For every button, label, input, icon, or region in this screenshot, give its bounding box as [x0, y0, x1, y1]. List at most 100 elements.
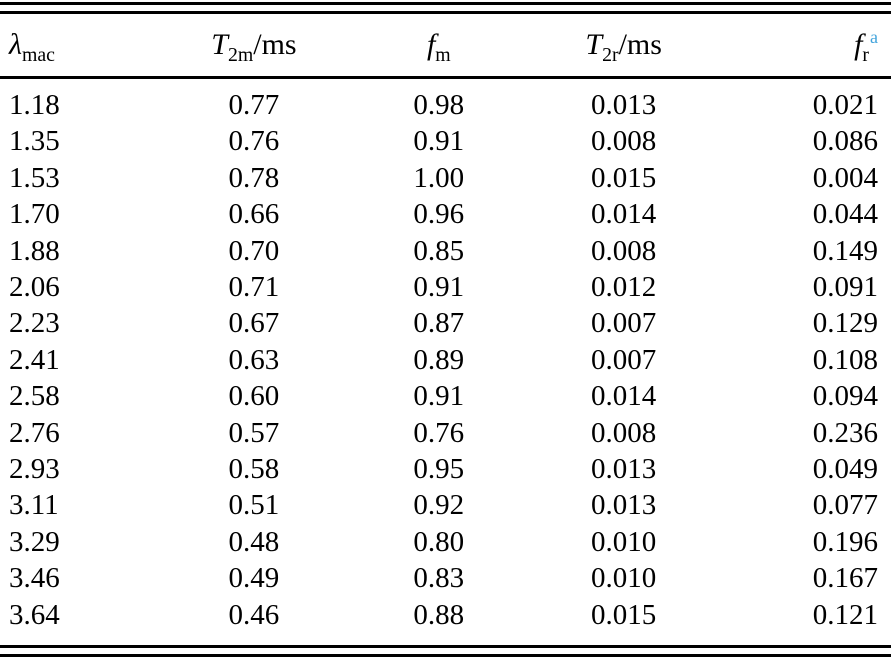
cell-fm: 0.91	[413, 125, 465, 158]
cell-lambda-mac: 1.88	[9, 234, 60, 267]
table-row: 1.70 0.66 0.96 0.014 0.044	[0, 196, 891, 232]
cell-t2r-ms: 0.014	[591, 380, 657, 413]
data-table: λmac T2m/ms fm T2r/ms fra 1.18 0.77 0.98 0.013 0…	[0, 14, 891, 645]
header-unit: /ms	[618, 28, 662, 61]
cell-lambda-mac: 1.18	[9, 89, 60, 121]
col-header-t2r-ms: T2r/ms	[530, 14, 718, 79]
cell-t2r-ms: 0.008	[591, 234, 657, 267]
header-variable-symbol: λ	[9, 28, 22, 61]
cell-t2m-ms: 0.58	[228, 453, 280, 486]
cell-lambda-mac: 1.35	[9, 125, 60, 158]
cell-fr: 0.236	[812, 416, 878, 449]
cell-fr: 0.129	[812, 307, 878, 340]
cell-lambda-mac: 2.06	[9, 271, 60, 304]
cell-fr: 0.086	[812, 125, 878, 158]
cell-t2m-ms: 0.70	[228, 234, 280, 267]
cell-t2m-ms: 0.71	[228, 271, 280, 304]
cell-fm: 0.83	[413, 562, 465, 595]
cell-t2m-ms: 0.77	[228, 89, 280, 121]
cell-fr: 0.004	[812, 161, 878, 194]
table-top-rule	[0, 2, 891, 14]
cell-fr: 0.021	[812, 89, 878, 121]
cell-fm: 0.96	[413, 198, 465, 231]
footnote-marker-link[interactable]: a	[870, 27, 878, 47]
cell-fm: 0.85	[413, 234, 465, 267]
cell-t2r-ms: 0.013	[591, 89, 657, 121]
cell-t2m-ms: 0.63	[228, 343, 280, 376]
table-row: 2.58 0.60 0.91 0.014 0.094	[0, 378, 891, 414]
cell-lambda-mac: 3.64	[9, 598, 60, 631]
header-subscript: m	[435, 44, 451, 66]
table-body: 1.18 0.77 0.98 0.013 0.021 1.35 0.76 0.91 0.008 0…	[0, 78, 891, 646]
col-header-lambda-mac: λmac	[0, 14, 161, 79]
header-variable-symbol: f	[854, 28, 863, 61]
table-row: 2.06 0.71 0.91 0.012 0.091	[0, 269, 891, 305]
cell-fm: 0.89	[413, 343, 465, 376]
cell-fr: 0.196	[812, 525, 878, 558]
cell-t2r-ms: 0.015	[591, 598, 657, 631]
cell-fr: 0.121	[812, 598, 878, 631]
header-variable-symbol: T	[211, 28, 228, 61]
table-row: 1.53 0.78 1.00 0.015 0.004	[0, 160, 891, 196]
cell-t2r-ms: 0.012	[591, 271, 657, 304]
cell-fm: 0.88	[413, 598, 465, 631]
header-subscript: mac	[22, 44, 55, 66]
cell-fr: 0.049	[812, 453, 878, 486]
cell-fr: 0.094	[812, 380, 878, 413]
header-subscript: 2m	[227, 44, 254, 66]
cell-t2r-ms: 0.015	[591, 161, 657, 194]
cell-t2r-ms: 0.014	[591, 198, 657, 231]
cell-t2m-ms: 0.76	[228, 125, 280, 158]
table-header: λmac T2m/ms fm T2r/ms fra	[0, 14, 891, 79]
cell-fm: 0.98	[413, 89, 465, 121]
cell-t2r-ms: 0.007	[591, 343, 657, 376]
table-row: 2.93 0.58 0.95 0.013 0.049	[0, 451, 891, 487]
table-row: 1.35 0.76 0.91 0.008 0.086	[0, 123, 891, 159]
cell-fr: 0.077	[812, 489, 878, 522]
cell-fm: 0.80	[413, 525, 465, 558]
table-row: 2.76 0.57 0.76 0.008 0.236	[0, 415, 891, 451]
header-variable-symbol: T	[585, 28, 603, 61]
table-row: 2.41 0.63 0.89 0.007 0.108	[0, 342, 891, 378]
cell-lambda-mac: 2.58	[9, 380, 60, 413]
table-header-row: λmac T2m/ms fm T2r/ms fra	[0, 14, 891, 79]
cell-t2m-ms: 0.57	[228, 416, 280, 449]
cell-t2m-ms: 0.78	[228, 161, 280, 194]
cell-lambda-mac: 1.70	[9, 198, 60, 231]
header-variable-symbol: f	[426, 28, 436, 61]
cell-fr: 0.091	[812, 271, 878, 304]
cell-lambda-mac: 1.53	[9, 161, 60, 194]
table-row: 2.23 0.67 0.87 0.007 0.129	[0, 305, 891, 341]
cell-t2m-ms: 0.48	[228, 525, 280, 558]
cell-t2r-ms: 0.007	[591, 307, 657, 340]
table-bottom-rule	[0, 645, 891, 658]
cell-fm: 0.92	[413, 489, 465, 522]
table-row: 3.29 0.48 0.80 0.010 0.196	[0, 524, 891, 560]
cell-fm: 0.91	[413, 380, 465, 413]
cell-t2m-ms: 0.66	[228, 198, 280, 231]
cell-fr: 0.167	[812, 562, 878, 595]
cell-t2m-ms: 0.60	[228, 380, 280, 413]
cell-lambda-mac: 3.29	[9, 525, 60, 558]
cell-lambda-mac: 2.23	[9, 307, 60, 340]
table-row: 3.11 0.51 0.92 0.013 0.077	[0, 487, 891, 523]
cell-lambda-mac: 2.76	[9, 416, 60, 449]
cell-t2m-ms: 0.49	[228, 562, 280, 595]
cell-t2m-ms: 0.67	[228, 307, 280, 340]
cell-fm: 0.87	[413, 307, 465, 340]
cell-fm: 0.95	[413, 453, 465, 486]
cell-fm: 0.91	[413, 271, 465, 304]
col-header-t2m-ms: T2m/ms	[160, 14, 348, 79]
table-row: 3.46 0.49 0.83 0.010 0.167	[0, 560, 891, 596]
cell-t2r-ms: 0.010	[591, 562, 657, 595]
table-row: 1.18 0.77 0.98 0.013 0.021	[0, 78, 891, 124]
col-header-fr: fra	[717, 14, 891, 79]
col-header-fm: fm	[347, 14, 531, 79]
cell-t2r-ms: 0.008	[591, 416, 657, 449]
cell-lambda-mac: 2.41	[9, 343, 60, 376]
cell-fm: 0.76	[413, 416, 465, 449]
header-subscript: 2r	[602, 44, 619, 66]
cell-t2m-ms: 0.46	[228, 598, 280, 631]
header-subscript: r	[862, 44, 869, 66]
